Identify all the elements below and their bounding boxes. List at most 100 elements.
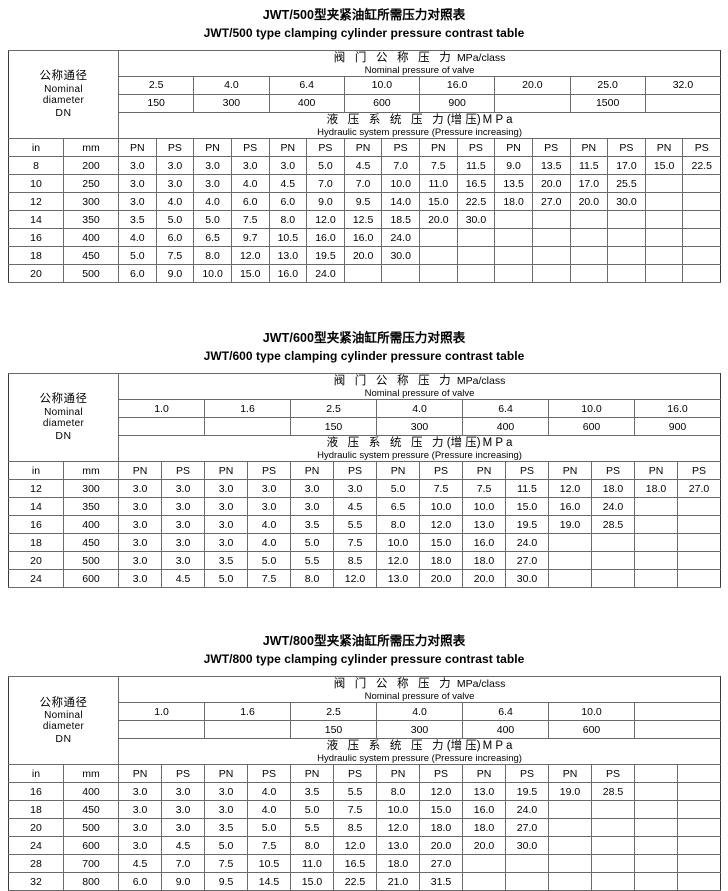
cell-pressure-value bbox=[531, 246, 571, 266]
cell-pressure-value: 3.0 bbox=[155, 156, 195, 176]
cell-pressure-value: 3.5 bbox=[204, 818, 248, 838]
cell-pressure-value: 3.0 bbox=[118, 515, 162, 535]
cell-pressure-value bbox=[548, 533, 592, 553]
pressure-table-jwt600: 公称通径 Nominal diameter DN 阀 门 公 称 压 力 MPa/clas… bbox=[8, 372, 722, 589]
cell-diameter-mm: 450 bbox=[63, 533, 119, 553]
stub-label-en-1: Nominal bbox=[44, 709, 83, 721]
table-header-row-classes: 1.0 1.6 2.5 4.0 6.4 10.0 bbox=[9, 702, 722, 722]
cell-pressure-value: 3.0 bbox=[118, 192, 157, 212]
cell-pressure-value: 18.0 bbox=[591, 479, 635, 499]
cell-pressure-value: 11.5 bbox=[456, 156, 496, 176]
cell-pressure-value: 21.0 bbox=[376, 872, 420, 891]
pressure-class-dn: 300 bbox=[376, 720, 463, 740]
cell-pressure-value bbox=[676, 782, 722, 802]
pressure-class-dn: 400 bbox=[268, 93, 345, 113]
cell-pressure-value bbox=[682, 174, 722, 194]
cell-pressure-value: 8.0 bbox=[290, 836, 334, 856]
cell-pressure-value: 16.0 bbox=[548, 497, 592, 517]
table-subheader-row: in mm PN PS PN PS PN PS PN PS PN PS PN PS PN PS bbox=[8, 461, 722, 481]
cell-pressure-value bbox=[634, 800, 678, 820]
cell-pressure-value: 12.0 bbox=[230, 246, 270, 266]
pressure-class-value: 1.0 bbox=[118, 399, 205, 419]
valve-banner-cn: 阀 门 公 称 压 力 MPa/class bbox=[333, 678, 506, 691]
cell-pressure-value: 3.0 bbox=[118, 836, 162, 856]
stub-label-cn: 公称通径 bbox=[39, 393, 88, 406]
subheader-empty bbox=[676, 764, 722, 784]
valve-banner-unit: MPa/class bbox=[456, 374, 506, 387]
cell-pressure-value: 3.0 bbox=[204, 479, 248, 499]
subheader-pn: PN bbox=[548, 764, 592, 784]
valve-banner-en: Nominal pressure of valve bbox=[364, 387, 475, 399]
table-subheader-row: in mm PN PS PN PS PN PS PN PS PN PS PN PS PN PS PN PS bbox=[8, 138, 722, 158]
pressure-class-dn: 600 bbox=[343, 93, 421, 113]
cell-pressure-value bbox=[548, 872, 592, 891]
pressure-table-jwt800: 公称通径 Nominal diameter DN 阀 门 公 称 压 力 MPa/clas… bbox=[8, 676, 722, 891]
subheader-ps: PS bbox=[591, 764, 635, 784]
hydraulic-banner-en: Hydraulic system pressure (Pressure incr… bbox=[317, 126, 522, 138]
cell-pressure-value: 7.5 bbox=[155, 246, 195, 266]
subheader-ps: PS bbox=[607, 138, 646, 158]
cell-pressure-value bbox=[676, 818, 722, 838]
cell-pressure-value: 5.0 bbox=[247, 818, 291, 838]
subheader-pn: PN bbox=[569, 138, 609, 158]
pressure-class-dn bbox=[118, 417, 205, 437]
cell-pressure-value: 3.0 bbox=[204, 533, 248, 553]
cell-pressure-value: 30.0 bbox=[456, 210, 496, 230]
cell-pressure-value: 12.0 bbox=[419, 515, 463, 535]
cell-pressure-value: 13.0 bbox=[376, 569, 420, 589]
cell-pressure-value bbox=[634, 533, 678, 553]
hydraulic-banner-en: Hydraulic system pressure (Pressure incr… bbox=[317, 450, 522, 462]
pressure-class-dn: 300 bbox=[193, 93, 270, 113]
subheader-pn: PN bbox=[376, 764, 420, 784]
subheader-ps: PS bbox=[247, 461, 291, 481]
table-2-wrapper: 公称通径 Nominal diameter DN 阀 门 公 称 压 力 MPa/clas… bbox=[8, 372, 722, 589]
pressure-class-value: 6.4 bbox=[462, 399, 549, 419]
cell-diameter-in: 28 bbox=[8, 854, 64, 874]
cell-pressure-value: 18.0 bbox=[419, 818, 463, 838]
cell-pressure-value: 13.0 bbox=[268, 246, 308, 266]
cell-pressure-value: 16.0 bbox=[462, 800, 506, 820]
cell-pressure-value: 12.0 bbox=[376, 818, 420, 838]
cell-diameter-in: 20 bbox=[8, 551, 64, 571]
cell-diameter-mm: 500 bbox=[63, 818, 119, 838]
cell-pressure-value: 5.0 bbox=[193, 210, 232, 230]
cell-pressure-value: 3.0 bbox=[290, 479, 334, 499]
cell-pressure-value: 5.0 bbox=[247, 551, 291, 571]
table-row: 32 800 6.0 9.0 9.5 14.5 15.0 22.5 21.0 31.5 bbox=[8, 872, 722, 891]
cell-pressure-value: 30.0 bbox=[381, 246, 420, 266]
cell-pressure-value bbox=[607, 264, 646, 284]
cell-pressure-value: 5.0 bbox=[204, 569, 248, 589]
cell-pressure-value bbox=[644, 228, 684, 248]
table-header-row-valve-banner: 公称通径 Nominal diameter DN 阀 门 公 称 压 力 MPa/clas… bbox=[8, 49, 722, 140]
cell-pressure-value: 9.0 bbox=[155, 264, 195, 284]
cell-pressure-value: 6.0 bbox=[230, 192, 270, 212]
table-header-row-dn: 150 300 400 600 900 1500 bbox=[9, 93, 722, 113]
table-row: 14 350 3.0 3.0 3.0 3.0 3.0 4.5 6.5 10.0 10.0 15.0 16… bbox=[8, 497, 722, 517]
cell-diameter-in: 8 bbox=[8, 156, 64, 176]
cell-pressure-value: 10.0 bbox=[376, 533, 420, 553]
table-2-title-cn: JWT/600型夹紧油缸所需压力对照表 bbox=[262, 331, 466, 346]
cell-pressure-value: 4.0 bbox=[247, 782, 291, 802]
cell-pressure-value: 10.0 bbox=[462, 497, 506, 517]
cell-pressure-value: 20.0 bbox=[419, 210, 458, 230]
pressure-class-value: 20.0 bbox=[494, 75, 571, 95]
cell-pressure-value: 25.5 bbox=[607, 174, 646, 194]
cell-pressure-value: 5.5 bbox=[333, 782, 377, 802]
table-row: 24 600 3.0 4.5 5.0 7.5 8.0 12.0 13.0 20.0 20.0 30.0 bbox=[8, 836, 722, 856]
cell-pressure-value: 3.0 bbox=[193, 174, 232, 194]
cell-pressure-value: 3.0 bbox=[268, 156, 308, 176]
pressure-class-value: 2.5 bbox=[117, 75, 195, 95]
cell-pressure-value bbox=[505, 854, 549, 874]
cell-pressure-value bbox=[494, 264, 533, 284]
valve-banner-en: Nominal pressure of valve bbox=[364, 691, 475, 703]
subheader-ps: PS bbox=[306, 138, 345, 158]
document-page: JWT/500型夹紧油缸所需压力对照表 JWT/500 type clampin… bbox=[0, 8, 728, 891]
cell-pressure-value: 11.0 bbox=[419, 174, 458, 194]
cell-pressure-value: 20.0 bbox=[569, 192, 609, 212]
cell-pressure-value bbox=[607, 228, 646, 248]
cell-pressure-value: 24.0 bbox=[591, 497, 635, 517]
cell-pressure-value: 6.0 bbox=[268, 192, 308, 212]
cell-pressure-value: 20.0 bbox=[419, 836, 463, 856]
cell-pressure-value: 4.0 bbox=[247, 800, 291, 820]
table-1-title-gap bbox=[0, 43, 728, 50]
